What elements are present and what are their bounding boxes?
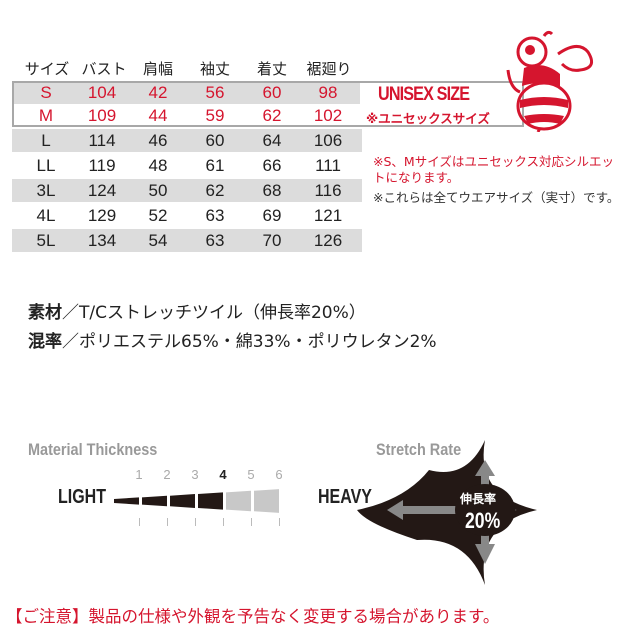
light-label: LIGHT <box>58 486 106 508</box>
table-cell: 46 <box>148 131 168 150</box>
thickness-tick-mark <box>167 518 168 526</box>
thickness-level: 3 <box>191 467 199 482</box>
stretch-label: 伸長率 <box>460 492 497 506</box>
table-row: L 114 46 60 64 106 <box>12 129 362 152</box>
table-cell: S <box>40 83 52 102</box>
unisex-rows-box <box>12 81 362 127</box>
table-row: 3L 124 50 62 68 116 <box>12 179 362 202</box>
unisex-title: UNISEX SIZE <box>378 84 470 105</box>
table-cell: 62 <box>205 181 225 200</box>
material-label: 素材 <box>28 303 62 323</box>
thickness-segment <box>254 489 279 513</box>
table-cell: 4L <box>36 206 56 225</box>
table-cell: 54 <box>148 231 168 250</box>
thickness-tick-mark <box>195 518 196 526</box>
table-cell: L <box>41 131 51 150</box>
table-cell: 64 <box>262 131 282 150</box>
table-cell: 68 <box>262 181 282 200</box>
table-cell: 111 <box>315 156 341 175</box>
table-cell: LL <box>36 156 56 175</box>
table-cell: 104 <box>87 83 117 102</box>
table-cell: 114 <box>88 131 116 150</box>
table-cell: 5L <box>36 231 56 250</box>
thickness-tick-mark <box>279 518 280 526</box>
table-cell: 129 <box>87 206 117 225</box>
table-cell: 56 <box>205 83 225 102</box>
table-cell: 60 <box>205 131 225 150</box>
stretch-title: Stretch Rate <box>376 440 462 459</box>
table-cell: 98 <box>318 83 338 102</box>
table-cell: 119 <box>88 156 116 175</box>
table-cell: 106 <box>313 131 343 150</box>
thickness-level: 6 <box>275 467 283 482</box>
blend-label: 混率 <box>28 332 62 352</box>
header-sleeve: 袖丈 <box>199 60 230 78</box>
blend-line: 混率／ポリエステル65%・綿33%・ポリウレタン2% <box>28 327 437 352</box>
table-cell: 63 <box>205 231 225 250</box>
material-line: 素材／T/Cストレッチツイル（伸長率20%） <box>28 298 366 323</box>
unisex-note: ※S、Mサイズはユニセックス対応シルエットになります。 <box>373 154 614 185</box>
table-cell: 61 <box>205 156 225 175</box>
header-shoulder: 肩幅 <box>142 60 173 78</box>
thickness-tick-mark <box>223 518 224 526</box>
table-cell: 126 <box>313 231 343 250</box>
table-cell: 60 <box>262 83 282 102</box>
header-bust: バスト <box>81 60 127 78</box>
header-hem: 裾廻り <box>306 60 352 78</box>
table-cell: 62 <box>262 106 282 125</box>
table-row: 5L 134 54 63 70 126 <box>12 229 362 252</box>
table-cell: 134 <box>87 231 117 250</box>
header-size: サイズ <box>24 60 70 78</box>
thickness-bar <box>114 489 279 513</box>
thickness-level: 2 <box>163 467 171 482</box>
stretch-value: 20% <box>465 508 501 533</box>
bee-mascot-icon <box>506 30 594 132</box>
heavy-label: HEAVY <box>318 486 372 508</box>
table-cell: 116 <box>314 181 342 200</box>
thickness-segment <box>170 494 195 508</box>
table-cell: 42 <box>148 83 168 102</box>
thickness-tick-mark <box>139 518 140 526</box>
table-cell: 121 <box>313 206 343 225</box>
table-row: S 104 42 56 60 98 <box>12 81 362 104</box>
material-value: ／T/Cストレッチツイル（伸長率20%） <box>62 303 366 323</box>
blend-value: ／ポリエステル65%・綿33%・ポリウレタン2% <box>62 332 437 352</box>
stretch-star-icon <box>357 440 537 585</box>
table-cell: 69 <box>262 206 282 225</box>
thickness-segment <box>198 492 223 510</box>
table-cell: 109 <box>87 106 117 125</box>
table-cell: 59 <box>205 106 225 125</box>
table-cell: 70 <box>262 231 282 250</box>
thickness-tick-mark <box>251 518 252 526</box>
unisex-subtitle: ※ユニセックスサイズ <box>366 111 490 126</box>
table-row: LL 119 48 61 66 111 <box>12 154 362 177</box>
thickness-level: 5 <box>247 467 255 482</box>
thickness-level: 1 <box>135 467 143 482</box>
thickness-segment <box>114 497 139 505</box>
table-cell: 66 <box>262 156 282 175</box>
table-cell: 52 <box>148 206 168 225</box>
table-row: 4L 129 52 63 69 121 <box>12 204 362 227</box>
table-cell: 102 <box>313 106 343 125</box>
table-cell: 50 <box>148 181 168 200</box>
header-length: 着丈 <box>256 60 287 78</box>
table-cell: M <box>38 106 54 125</box>
table-row: M 109 44 59 62 102 <box>12 104 362 127</box>
thickness-segment <box>142 495 167 507</box>
table-cell: 63 <box>205 206 225 225</box>
thickness-level: 4 <box>219 467 227 482</box>
thickness-segment <box>226 490 251 512</box>
table-cell: 3L <box>36 181 56 200</box>
table-cell: 48 <box>148 156 168 175</box>
table-cell: 44 <box>148 106 168 125</box>
size-note: ※これらは全てウエアサイズ（実寸）です。 <box>373 190 620 205</box>
thickness-title: Material Thickness <box>28 440 158 459</box>
disclaimer: 【ご注意】製品の仕様や外観を予告なく変更する場合があります。 <box>6 607 500 626</box>
table-cell: 124 <box>87 181 117 200</box>
